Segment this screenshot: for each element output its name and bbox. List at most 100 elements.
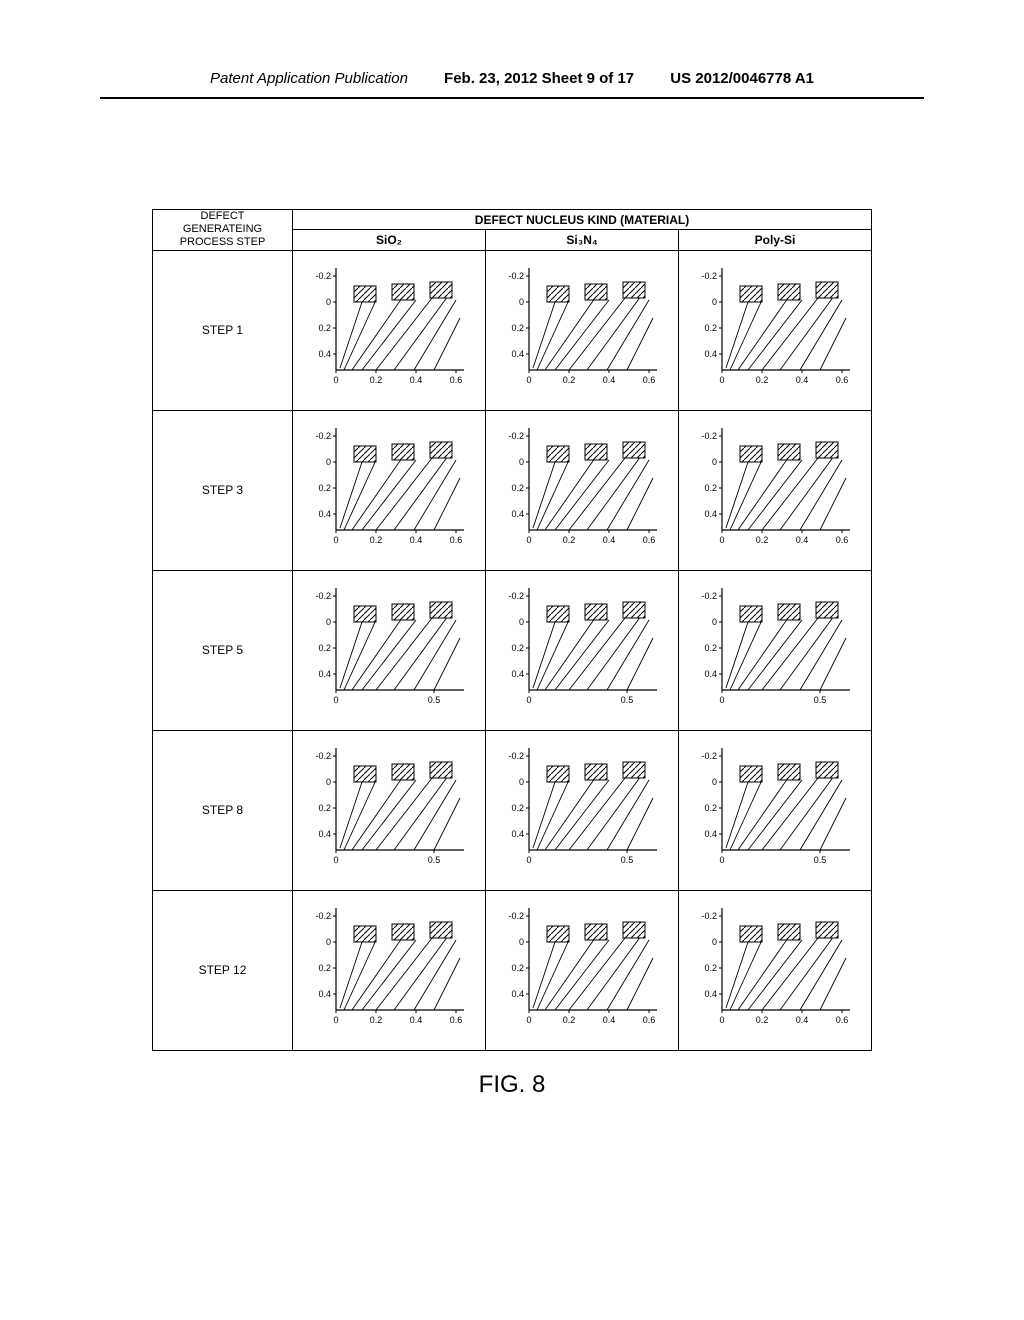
svg-text:0: 0 <box>326 297 331 307</box>
svg-text:0: 0 <box>519 777 524 787</box>
svg-text:0: 0 <box>526 695 531 705</box>
svg-text:0.4: 0.4 <box>511 989 524 999</box>
corner-header: DEFECT GENERATEING PROCESS STEP <box>153 210 293 251</box>
chart-cell: -0.200.20.400.5 <box>486 730 679 890</box>
svg-text:0.5: 0.5 <box>428 855 441 865</box>
table-row: STEP 1-0.200.20.400.20.40.6-0.200.20.400… <box>153 250 872 410</box>
svg-text:0.4: 0.4 <box>603 535 616 545</box>
chart-cell: -0.200.20.400.20.40.6 <box>486 890 679 1050</box>
svg-text:0: 0 <box>719 855 724 865</box>
svg-text:0.4: 0.4 <box>704 669 717 679</box>
svg-text:0.6: 0.6 <box>450 535 463 545</box>
svg-text:0.2: 0.2 <box>370 1015 383 1025</box>
svg-text:0: 0 <box>333 1015 338 1025</box>
svg-text:0: 0 <box>712 457 717 467</box>
chart-cell: -0.200.20.400.5 <box>293 570 486 730</box>
svg-text:0: 0 <box>333 695 338 705</box>
svg-text:0.4: 0.4 <box>318 829 331 839</box>
svg-text:-0.2: -0.2 <box>315 591 331 601</box>
svg-text:-0.2: -0.2 <box>701 751 717 761</box>
svg-text:0.4: 0.4 <box>603 1015 616 1025</box>
header-left: Patent Application Publication <box>210 70 408 87</box>
svg-text:0.2: 0.2 <box>756 375 769 385</box>
row-label: STEP 5 <box>153 570 293 730</box>
svg-text:-0.2: -0.2 <box>701 431 717 441</box>
svg-text:0.2: 0.2 <box>511 323 524 333</box>
mini-chart: -0.200.20.400.5 <box>304 738 474 878</box>
svg-text:0: 0 <box>526 855 531 865</box>
svg-text:0.4: 0.4 <box>603 375 616 385</box>
svg-text:-0.2: -0.2 <box>315 911 331 921</box>
table-row: STEP 8-0.200.20.400.5-0.200.20.400.5-0.2… <box>153 730 872 890</box>
svg-text:0.5: 0.5 <box>428 695 441 705</box>
mini-chart: -0.200.20.400.20.40.6 <box>497 418 667 558</box>
svg-text:0: 0 <box>333 375 338 385</box>
svg-text:0.4: 0.4 <box>796 375 809 385</box>
mini-chart: -0.200.20.400.20.40.6 <box>497 258 667 398</box>
svg-text:0: 0 <box>333 855 338 865</box>
svg-text:0.2: 0.2 <box>511 963 524 973</box>
svg-text:0.4: 0.4 <box>410 375 423 385</box>
svg-text:0.2: 0.2 <box>704 483 717 493</box>
svg-text:0: 0 <box>712 937 717 947</box>
svg-text:0.4: 0.4 <box>511 349 524 359</box>
svg-text:0.5: 0.5 <box>621 695 634 705</box>
mini-chart: -0.2 0 0.2 0.4 0 0.5 <box>690 738 860 878</box>
svg-text:0.4: 0.4 <box>704 829 717 839</box>
svg-text:0.5: 0.5 <box>814 855 827 865</box>
table-row: STEP 3-0.200.20.400.20.40.6-0.200.20.400… <box>153 410 872 570</box>
svg-text:0.5: 0.5 <box>621 855 634 865</box>
svg-text:0.2: 0.2 <box>511 643 524 653</box>
svg-text:0.2: 0.2 <box>563 1015 576 1025</box>
svg-text:0.6: 0.6 <box>643 375 656 385</box>
svg-text:-0.2: -0.2 <box>508 751 524 761</box>
mini-chart: -0.200.20.400.5 <box>690 578 860 718</box>
svg-text:0: 0 <box>326 777 331 787</box>
svg-text:0.6: 0.6 <box>450 1015 463 1025</box>
svg-text:0.6: 0.6 <box>836 1015 849 1025</box>
chart-cell: -0.200.20.400.20.40.6 <box>679 250 872 410</box>
corner-line1: DEFECT <box>153 210 292 223</box>
svg-text:-0.2: -0.2 <box>701 911 717 921</box>
svg-text:-0.2: -0.2 <box>315 431 331 441</box>
mini-chart: -0.200.20.400.20.40.6 <box>304 258 474 398</box>
svg-text:0: 0 <box>712 777 717 787</box>
svg-text:0.2: 0.2 <box>318 643 331 653</box>
chart-cell: -0.200.20.400.5 <box>293 730 486 890</box>
svg-text:0.6: 0.6 <box>450 375 463 385</box>
mini-chart: -0.200.20.400.20.40.6 <box>690 418 860 558</box>
svg-text:0.2: 0.2 <box>704 803 717 813</box>
mini-chart: -0.200.20.400.5 <box>497 578 667 718</box>
svg-text:0: 0 <box>333 535 338 545</box>
mini-chart: -0.200.20.400.20.40.6 <box>304 898 474 1038</box>
svg-text:0: 0 <box>712 617 717 627</box>
table-row: STEP 5-0.200.20.400.5-0.200.20.400.5-0.2… <box>153 570 872 730</box>
svg-text:0.4: 0.4 <box>511 829 524 839</box>
table-row: STEP 12-0.200.20.400.20.40.6-0.200.20.40… <box>153 890 872 1050</box>
svg-text:0.2: 0.2 <box>511 483 524 493</box>
row-label: STEP 3 <box>153 410 293 570</box>
svg-text:-0.2: -0.2 <box>508 911 524 921</box>
svg-text:0: 0 <box>326 617 331 627</box>
svg-text:0.2: 0.2 <box>704 643 717 653</box>
chart-cell: -0.200.20.400.20.40.6 <box>679 410 872 570</box>
svg-text:0.5: 0.5 <box>814 695 827 705</box>
chart-cell: -0.200.20.400.5 <box>486 570 679 730</box>
svg-text:0.2: 0.2 <box>370 375 383 385</box>
svg-text:0: 0 <box>519 457 524 467</box>
svg-text:0: 0 <box>712 297 717 307</box>
chart-cell: -0.2 0 0.2 0.4 0 0.5 <box>679 730 872 890</box>
chart-cell: -0.200.20.400.5 <box>679 570 872 730</box>
figure-caption: FIG. 8 <box>150 1071 874 1099</box>
top-header: DEFECT NUCLEUS KIND (MATERIAL) <box>293 210 872 230</box>
svg-text:0: 0 <box>526 535 531 545</box>
svg-text:0: 0 <box>519 297 524 307</box>
mini-chart: -0.200.20.400.20.40.6 <box>690 898 860 1038</box>
svg-text:0: 0 <box>719 375 724 385</box>
svg-text:0: 0 <box>526 1015 531 1025</box>
mini-chart: -0.200.20.400.20.40.6 <box>690 258 860 398</box>
svg-text:0.6: 0.6 <box>643 1015 656 1025</box>
svg-text:0: 0 <box>326 457 331 467</box>
svg-text:0: 0 <box>719 695 724 705</box>
chart-cell: -0.200.20.400.20.40.6 <box>486 410 679 570</box>
